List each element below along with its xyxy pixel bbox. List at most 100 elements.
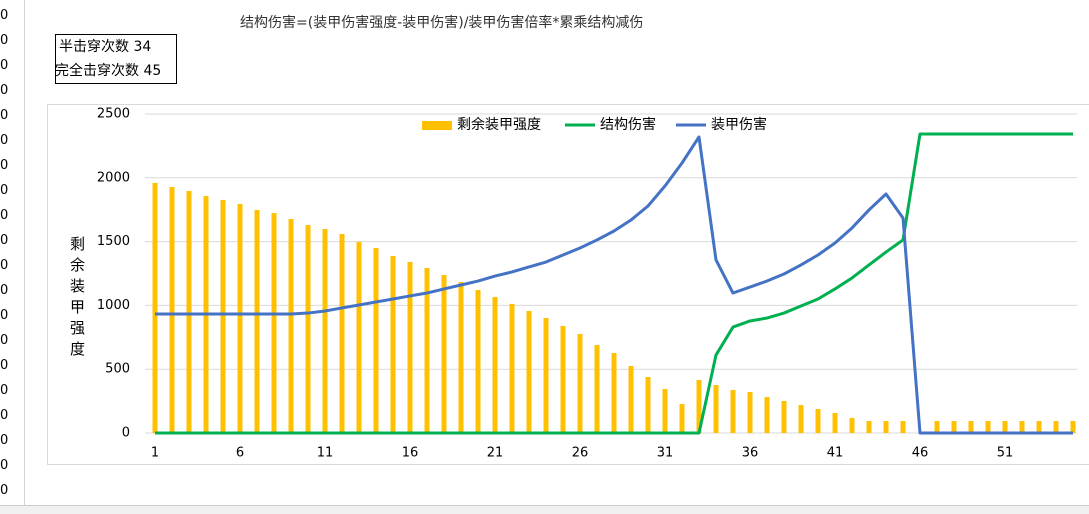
- bar: [833, 413, 838, 433]
- bar: [816, 409, 821, 433]
- y-tick-label: 500: [105, 362, 130, 377]
- bar: [663, 389, 668, 433]
- x-tick-label: 31: [657, 446, 674, 461]
- bar: [272, 213, 277, 433]
- cell: 0: [0, 233, 22, 248]
- y-tick-label: 2500: [97, 107, 130, 122]
- legend-label: 结构伤害: [600, 117, 656, 133]
- cell: 0: [0, 333, 22, 348]
- bar: [255, 210, 260, 433]
- bar: [629, 366, 634, 433]
- cell: 0: [0, 458, 22, 473]
- cell: 0: [0, 33, 22, 48]
- bar: [493, 297, 498, 433]
- label: 完全击穿次数: [55, 63, 139, 79]
- bar: [153, 183, 158, 433]
- legend-swatch: [422, 121, 452, 130]
- count-box: 半击穿次数 34 完全击穿次数 45: [55, 34, 177, 84]
- bar: [731, 390, 736, 433]
- bar: [765, 397, 770, 433]
- bar: [527, 311, 532, 433]
- x-tick-label: 1: [151, 446, 159, 461]
- x-tick-label: 51: [997, 446, 1014, 461]
- bar: [340, 234, 345, 433]
- bar: [986, 421, 991, 433]
- bar: [969, 421, 974, 433]
- bar: [561, 326, 566, 433]
- y-tick-label: 1000: [97, 298, 130, 313]
- x-tick-label: 6: [236, 446, 244, 461]
- count-row: 半击穿次数 34: [56, 35, 176, 59]
- label: 半击穿次数: [59, 39, 129, 55]
- bar: [867, 421, 872, 433]
- x-tick-label: 11: [317, 446, 334, 461]
- bar: [306, 225, 311, 433]
- cell: 0: [0, 58, 22, 73]
- bar: [714, 385, 719, 433]
- formula-note: 结构伤害=(装甲伤害强度-装甲伤害)/装甲伤害倍率*累乘结构减伤: [240, 12, 643, 32]
- bar: [289, 219, 294, 433]
- bar: [1020, 421, 1025, 433]
- bar: [1037, 421, 1042, 433]
- x-tick-label: 16: [402, 446, 419, 461]
- cell: 0: [0, 308, 22, 323]
- bar: [510, 304, 515, 433]
- x-tick-label: 21: [487, 446, 504, 461]
- bar: [884, 421, 889, 433]
- bar: [782, 401, 787, 433]
- legend-label: 装甲伤害: [711, 117, 767, 133]
- bar: [578, 334, 583, 433]
- bar: [221, 200, 226, 433]
- cell: 0: [0, 133, 22, 148]
- bar: [595, 345, 600, 433]
- bar: [799, 405, 804, 433]
- bar: [646, 377, 651, 433]
- bar: [612, 353, 617, 433]
- bar: [408, 262, 413, 433]
- value: 45: [143, 63, 161, 79]
- x-tick-label: 36: [742, 446, 759, 461]
- bar: [323, 229, 328, 433]
- y-tick-label: 2000: [97, 170, 130, 185]
- bar: [170, 187, 175, 433]
- cell: 0: [0, 433, 22, 448]
- cell: 0: [0, 158, 22, 173]
- column-border: [24, 0, 25, 505]
- bar: [459, 282, 464, 433]
- bar: [935, 421, 940, 433]
- bar: [1003, 421, 1008, 433]
- bar: [238, 204, 243, 433]
- bar: [442, 275, 447, 433]
- y-tick-label: 1500: [97, 234, 130, 249]
- bar: [187, 191, 192, 433]
- bar: [391, 256, 396, 433]
- bar: [748, 392, 753, 433]
- cell: 0: [0, 483, 22, 498]
- cell: 0: [0, 183, 22, 198]
- x-tick-label: 26: [572, 446, 589, 461]
- bar: [374, 248, 379, 433]
- count-row: 完全击穿次数 45: [52, 59, 176, 83]
- bar: [476, 290, 481, 433]
- cell: 0: [0, 358, 22, 373]
- bar: [901, 421, 906, 433]
- cell: 0: [0, 283, 22, 298]
- bar: [952, 421, 957, 433]
- bar: [680, 404, 685, 433]
- bar: [544, 318, 549, 433]
- cell: 0: [0, 208, 22, 223]
- value: 34: [133, 39, 151, 55]
- cell: 0: [0, 258, 22, 273]
- x-tick-label: 41: [827, 446, 844, 461]
- bar: [357, 242, 362, 433]
- cell: 0: [0, 408, 22, 423]
- cell: 0: [0, 83, 22, 98]
- cell: 0: [0, 108, 22, 123]
- cell: 0: [0, 8, 22, 23]
- y-tick-label: 0: [122, 426, 130, 441]
- bar: [1071, 421, 1076, 433]
- bar: [850, 418, 855, 433]
- bar: [1054, 421, 1059, 433]
